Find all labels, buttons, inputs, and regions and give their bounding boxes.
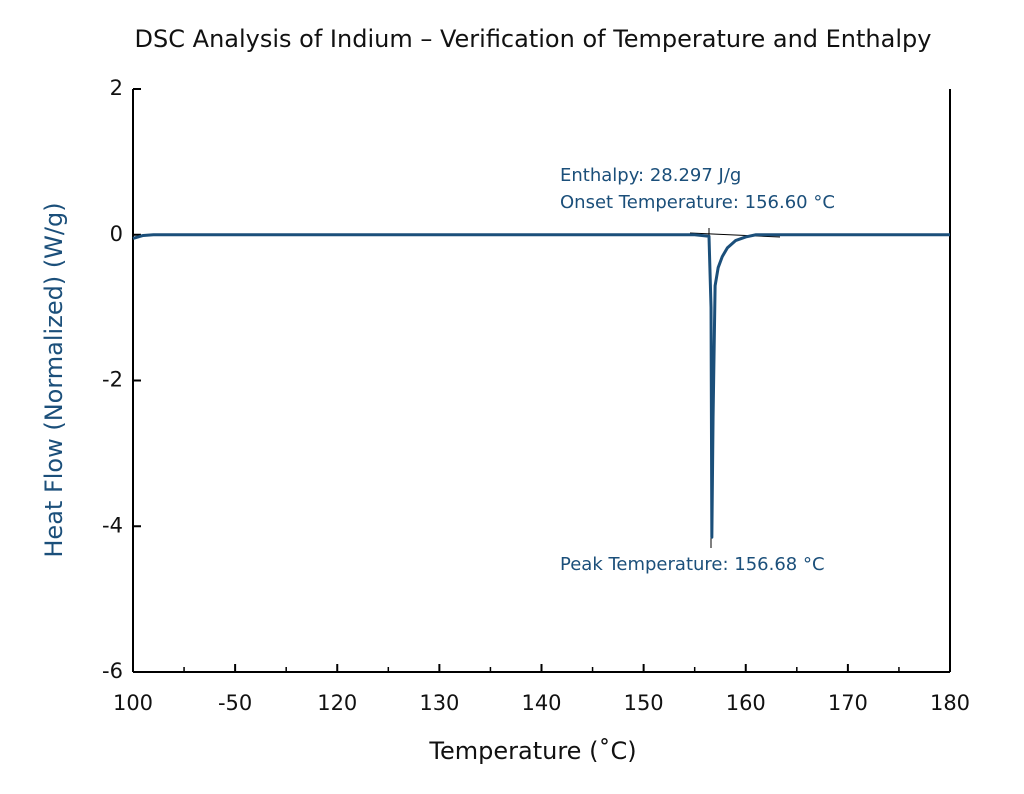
y-axis-label: Heat Flow (Normalized) (W/g) <box>40 202 68 557</box>
y-tick-label: -6 <box>102 659 123 683</box>
x-tick-label: -50 <box>218 691 252 715</box>
x-tick-label: 100 <box>113 691 153 715</box>
annotation: Onset Temperature: 156.60 °C <box>560 192 835 213</box>
chart-title: DSC Analysis of Indium – Verification of… <box>135 25 932 53</box>
x-tick-label: 180 <box>930 691 970 715</box>
x-tick-label: 170 <box>828 691 868 715</box>
baseline-tangent <box>689 232 781 238</box>
y-tick-label: 2 <box>110 76 123 100</box>
x-tick-label: 120 <box>317 691 357 715</box>
x-tick-label: 150 <box>624 691 664 715</box>
y-tick-label: -4 <box>102 513 123 537</box>
y-tick-label: -2 <box>102 368 123 392</box>
x-tick-label: 160 <box>726 691 766 715</box>
x-tick-label: 140 <box>521 691 561 715</box>
data-line <box>132 233 950 539</box>
annotation: Peak Temperature: 156.68 °C <box>560 554 825 575</box>
x-tick-label: 130 <box>419 691 459 715</box>
y-tick-label: 0 <box>110 222 123 246</box>
x-axis-label: Temperature (˚C) <box>428 737 636 765</box>
annotation: Enthalpy: 28.297 J/g <box>560 165 741 186</box>
